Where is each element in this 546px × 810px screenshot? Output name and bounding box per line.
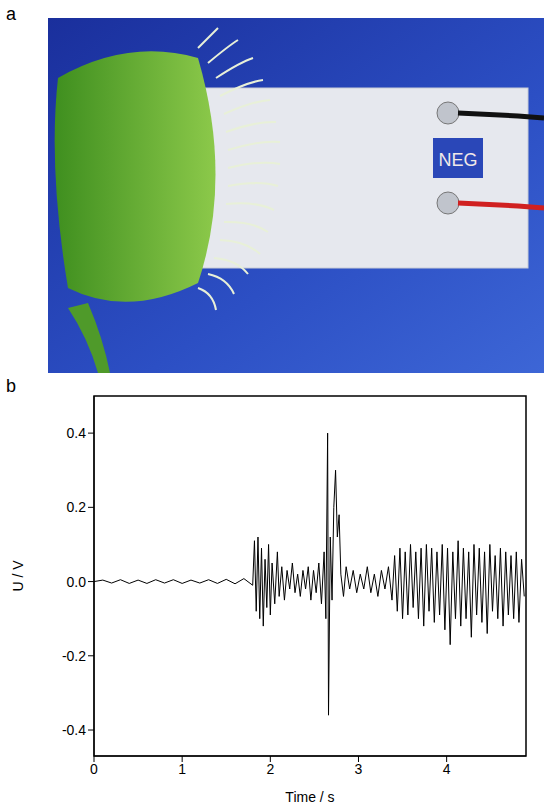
svg-text:0.0: 0.0 (67, 574, 87, 590)
svg-text:4: 4 (443, 761, 451, 777)
svg-text:1: 1 (178, 761, 186, 777)
svg-text:0: 0 (90, 761, 98, 777)
svg-text:-0.4: -0.4 (62, 722, 86, 738)
svg-text:2: 2 (266, 761, 274, 777)
html-text:b: b (6, 376, 16, 396)
svg-text:NEG: NEG (438, 150, 477, 170)
svg-text:0.4: 0.4 (67, 425, 87, 441)
svg-text:Time / s: Time / s (285, 789, 334, 804)
svg-text:0.2: 0.2 (67, 499, 87, 515)
html-text:a: a (6, 4, 16, 24)
svg-text:3: 3 (355, 761, 363, 777)
svg-text:-0.2: -0.2 (62, 648, 86, 664)
svg-text:U / V: U / V (10, 560, 26, 592)
